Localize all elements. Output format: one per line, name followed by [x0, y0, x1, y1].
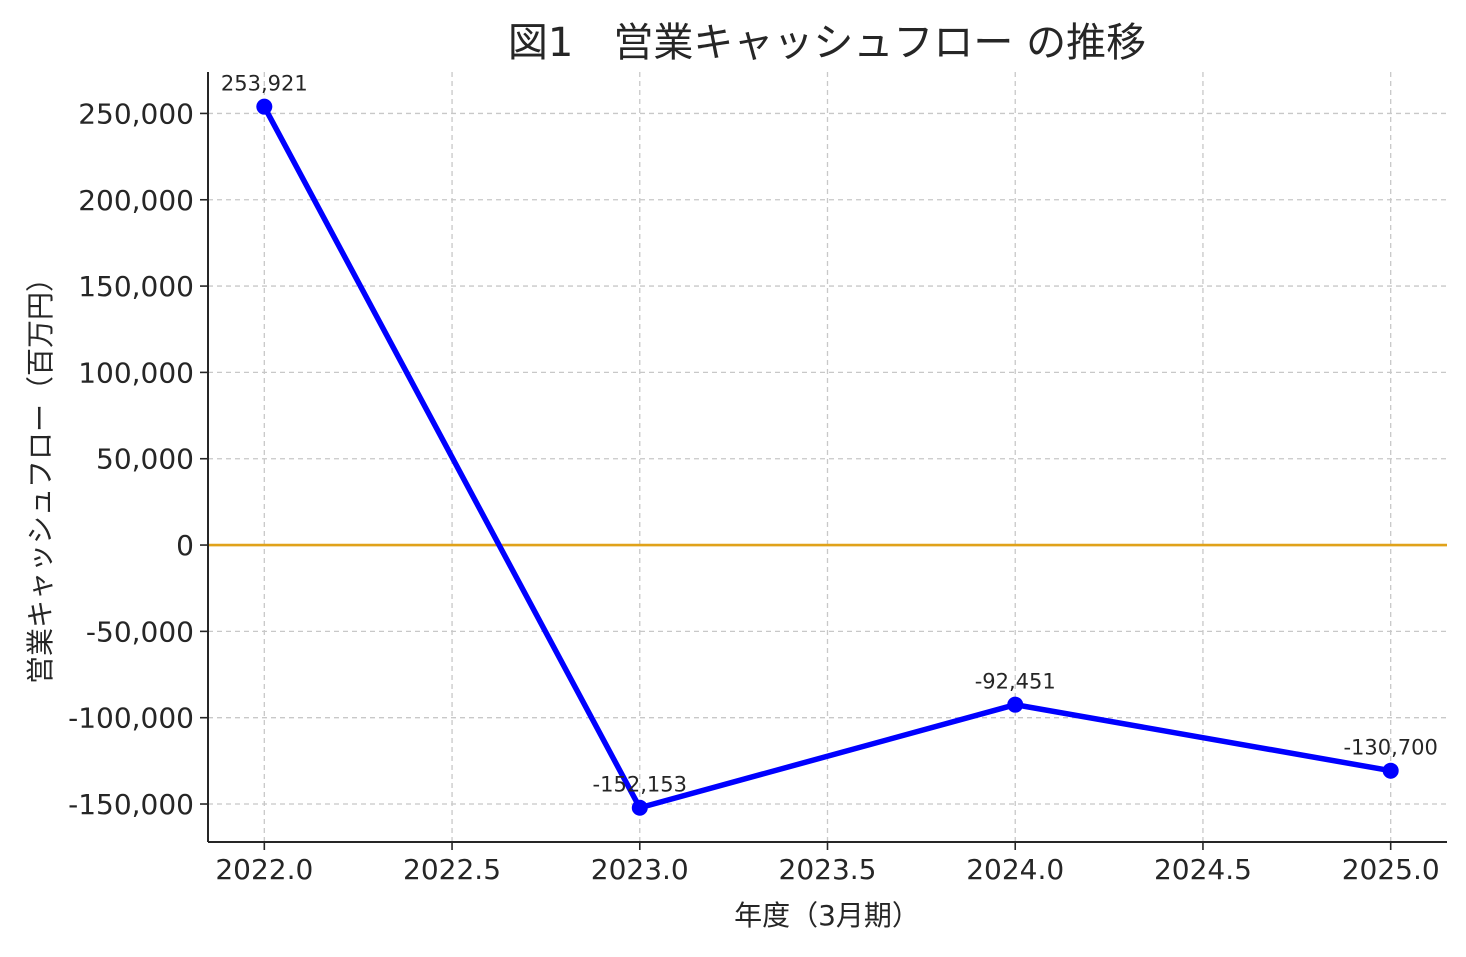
series-line	[256, 98, 1399, 816]
data-value-label: 253,921	[221, 72, 308, 96]
data-value-label: -92,451	[975, 670, 1056, 694]
y-axis-ticks: 250,000 200,000 150,000 100,000 50,000 0 -50,0…	[68, 97, 208, 821]
data-value-label: -152,153	[593, 773, 687, 797]
data-labels: 253,921 -152,153 -92,451 -130,700	[221, 72, 1438, 797]
x-tick-label: 2023.5	[779, 853, 877, 886]
data-point-marker	[1007, 696, 1024, 713]
chart-title: 図1 営業キャッシュフロー の推移	[508, 20, 1146, 66]
x-axis-ticks: 2022.0 2022.5 2023.0 2023.5 2024.0 2024.5 2025…	[215, 842, 1440, 886]
grid-lines	[208, 72, 1447, 842]
y-tick-label: 50,000	[96, 443, 194, 476]
x-tick-label: 2024.5	[1154, 853, 1252, 886]
y-tick-label: 100,000	[78, 356, 194, 389]
data-point-marker	[1382, 762, 1399, 779]
y-tick-label: -50,000	[86, 615, 194, 648]
y-tick-label: 200,000	[78, 184, 194, 217]
x-tick-label: 2023.0	[591, 853, 689, 886]
y-tick-label: 250,000	[78, 97, 194, 130]
y-axis-label: 営業キャッシュフロー（百万円）	[24, 264, 57, 684]
data-value-label: -130,700	[1343, 736, 1437, 760]
y-tick-label: 150,000	[78, 270, 194, 303]
axes	[207, 72, 1447, 843]
data-point-marker	[631, 799, 648, 816]
x-axis-label: 年度（3月期）	[734, 899, 920, 932]
x-tick-label: 2022.0	[215, 853, 313, 886]
x-tick-label: 2025.0	[1342, 853, 1440, 886]
y-tick-label: 0	[176, 529, 194, 562]
x-tick-label: 2024.0	[966, 853, 1064, 886]
y-tick-label: -150,000	[68, 788, 194, 821]
x-tick-label: 2022.5	[403, 853, 501, 886]
series-line-path	[261, 103, 1394, 811]
data-point-marker	[256, 98, 273, 115]
y-tick-label: -100,000	[68, 702, 194, 735]
